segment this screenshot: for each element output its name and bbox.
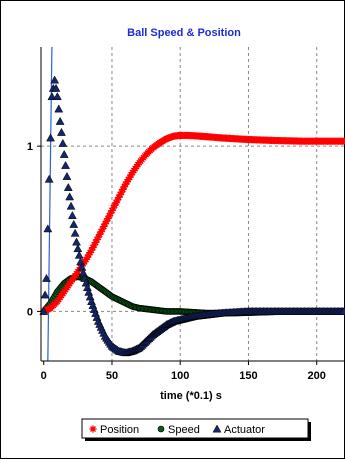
legend-actuator-marker [212,424,222,433]
actuator-point [65,192,75,201]
actuator-point [76,257,86,266]
position-point [113,196,122,204]
x-tick-label: 150 [239,370,257,382]
position-point [123,178,131,186]
legend: Position Speed Actuator [81,418,311,441]
legend-position-marker [89,425,97,433]
position-point [104,214,112,223]
legend-position-label: Position [100,424,139,436]
legend-speed-marker [157,425,165,433]
axes [37,47,344,365]
actuator-point [42,273,51,282]
actuator-point [50,75,60,84]
position-point [126,173,134,181]
actuator-point [47,92,57,101]
position-point [115,193,123,201]
position-point [105,212,113,220]
position-point [102,217,111,225]
position-point [100,222,108,231]
position-point [93,236,101,244]
position-point [89,244,97,252]
actuator-point [43,224,53,233]
y-tick-label: 0 [27,306,33,318]
actuator-point [46,133,55,142]
x-tick-label: 200 [308,370,326,382]
actuator-point [77,262,87,271]
x-tick-label: 50 [106,370,118,382]
actuator-point [339,306,345,315]
actuator-point [59,149,69,158]
actuator-point [72,237,81,246]
position-point [116,191,124,199]
position-point [85,251,93,259]
series-layer [39,46,345,362]
position-point [108,207,116,215]
position-point [98,225,107,233]
legend-actuator-label: Actuator [224,424,265,436]
x-tick-label: 100 [171,370,189,382]
position-point [101,220,109,228]
x-tick-label: 0 [41,370,47,382]
position-point [109,204,117,212]
position-point [81,258,89,266]
actuator-point [69,219,79,228]
position-point [107,209,115,217]
position-point [87,246,96,254]
position-point [83,253,92,261]
actuator-point [63,182,73,191]
position-point [119,185,127,194]
actuator-point [40,290,50,299]
actuator-point [67,211,77,220]
actuator-point [51,83,61,92]
position-point [91,238,100,246]
legend-speed-label: Speed [168,424,200,436]
position-point [111,201,119,209]
actuator-point [58,138,68,147]
actuator-point [57,127,66,136]
actuator-point [61,160,70,169]
position-point [122,180,130,188]
position-point [120,183,128,191]
position-point [97,228,105,236]
position-point [340,137,345,145]
position-point [124,175,132,184]
position-point [82,255,90,264]
actuator-point [55,116,65,125]
position-point [94,233,102,241]
position-point [117,188,126,196]
actuator-point [54,104,64,113]
actuator-point [39,306,49,315]
actuator-point [66,201,76,210]
y-tick-label: 1 [27,141,33,153]
actuator-point [62,171,72,180]
actuator-point [70,228,80,237]
legend-items: Position Speed Actuator [89,424,265,436]
actuator-point [78,268,88,277]
position-point [112,199,120,207]
position-point [90,241,98,249]
position-point [127,171,135,179]
series-actuator [39,75,345,357]
position-point [96,230,104,239]
actuator-point [73,244,83,253]
tick-labels: 0 50 100 150 200 0 1 [27,141,326,382]
actuator-point [44,174,54,183]
chart-title: Ball Speed & Position [127,27,241,39]
legend-box [81,418,309,439]
x-axis-label: time (*0.1) s [160,390,222,402]
actuator-point [52,92,62,101]
actuator-point [74,250,84,259]
position-point [86,248,94,257]
